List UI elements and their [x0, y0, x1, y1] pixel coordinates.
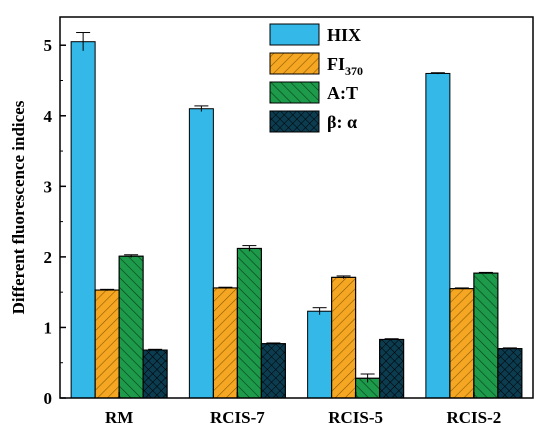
legend-swatch-pattern	[269, 110, 320, 133]
bars-layer	[70, 41, 523, 399]
plot-frame	[59, 16, 534, 399]
error-bars-layer	[76, 32, 517, 383]
x-tick-label: RCIS-7	[210, 408, 265, 427]
bar-hix	[188, 108, 214, 399]
y-tick-label: 0	[44, 389, 53, 408]
bar-hix	[307, 310, 333, 399]
bar-pattern	[449, 288, 475, 399]
bar-hix	[425, 72, 451, 399]
legend-label: HIX	[327, 25, 361, 45]
bar-pattern	[497, 348, 523, 399]
legend: HIX FI370 A:T β: α	[269, 23, 363, 133]
bar-pattern	[473, 272, 499, 399]
bar-pattern	[212, 287, 238, 399]
x-axis: RM RCIS-7 RCIS-5 RCIS-2	[105, 392, 501, 427]
y-tick-label: 4	[44, 107, 53, 126]
legend-swatch-pattern	[269, 81, 320, 104]
legend-swatch	[269, 23, 320, 46]
bar-pattern	[118, 255, 144, 399]
y-axis: 0 1 2 3 4 5	[44, 36, 66, 408]
bar-pattern	[331, 276, 357, 399]
y-axis-label: Different fluorescence indices	[9, 100, 28, 314]
legend-label: A:T	[327, 83, 358, 103]
bar-pattern	[94, 289, 120, 399]
y-tick-label: 2	[44, 248, 53, 267]
legend-label: β: α	[327, 112, 357, 132]
x-tick-label: RCIS-2	[446, 408, 501, 427]
x-tick-label: RM	[105, 408, 133, 427]
y-tick-label: 1	[44, 318, 53, 337]
bar-pattern	[236, 247, 262, 399]
bar-pattern	[142, 349, 168, 399]
legend-swatch-pattern	[269, 52, 320, 75]
bar-hix	[70, 41, 96, 399]
legend-label: FI370	[327, 54, 363, 78]
bar-pattern	[260, 343, 286, 399]
y-tick-label: 3	[44, 177, 53, 196]
x-tick-label: RCIS-5	[328, 408, 383, 427]
y-tick-label: 5	[44, 36, 53, 55]
bar-pattern	[379, 338, 405, 399]
